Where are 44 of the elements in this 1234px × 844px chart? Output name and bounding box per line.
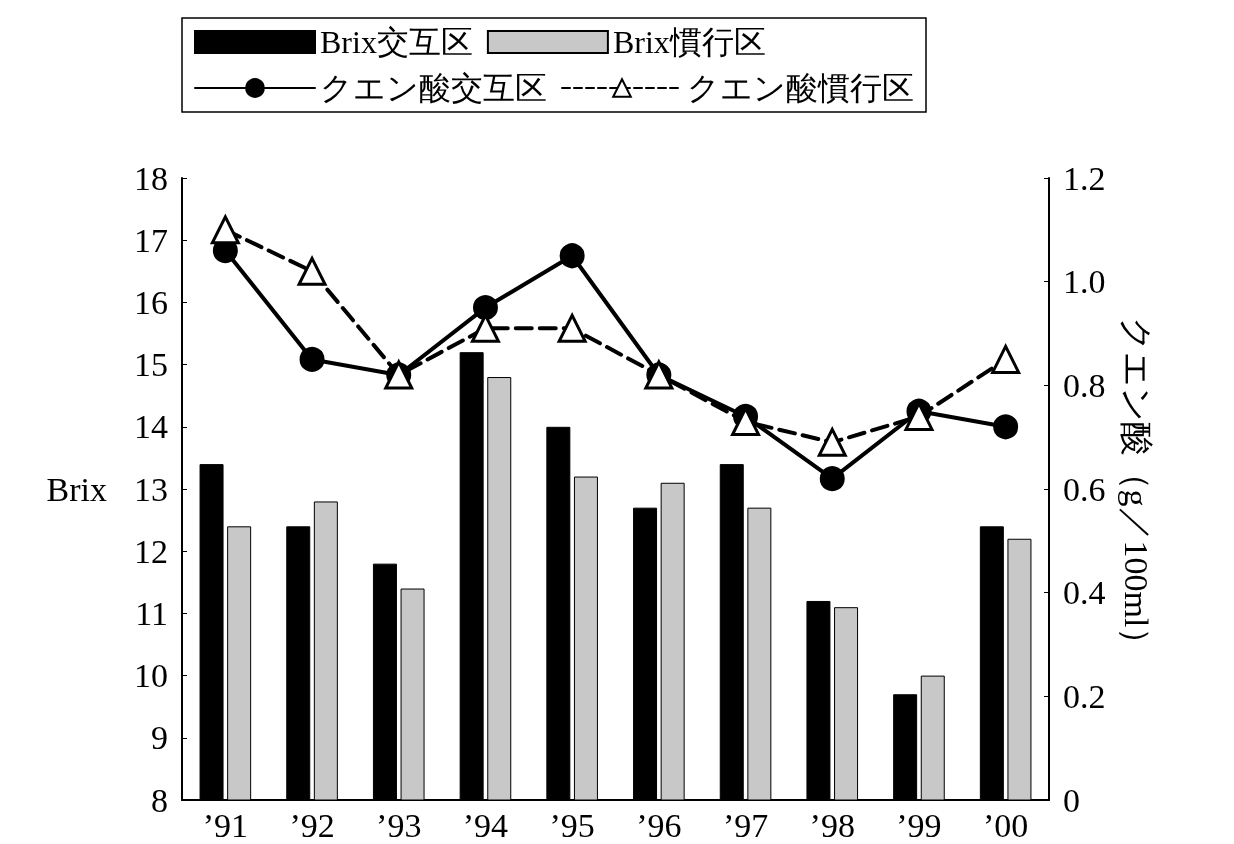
y-tick-label: 11 [135,594,168,632]
x-tick-label: ’98 [809,806,855,844]
point [993,414,1019,440]
point [819,466,845,492]
y-tick-label: 14 [134,408,168,446]
x-tick-label: ’95 [549,806,595,844]
point [817,427,847,457]
x-tick-label: ’00 [982,806,1029,844]
y2-tick-label: 1.2 [1063,159,1106,197]
y-tick-label: 8 [151,781,168,819]
y-tick-label: 15 [134,346,168,384]
legend-label: クエン酸交互区 [320,70,547,106]
y-tick-label: 13 [134,470,168,508]
point [297,256,327,286]
y2-tick-label: 0.6 [1063,470,1106,508]
y-tick-label: 10 [134,657,168,695]
x-tick-label: ’93 [376,806,422,844]
point [991,344,1021,374]
x-tick-label: ’97 [722,806,769,844]
point [210,215,240,245]
y-tick-label: 16 [134,283,168,321]
y2-axis-title: クエン酸（g／100ml） [1117,316,1155,662]
y2-tick-label: 1.0 [1063,263,1106,301]
legend-label: Brix慣行区 [612,24,766,60]
x-tick-label: ’94 [462,806,509,844]
x-tick-label: ’99 [896,806,942,844]
point [557,313,587,343]
legend-label: Brix交互区 [320,24,473,60]
point [299,346,325,372]
x-tick-label: ’91 [202,806,249,844]
x-tick-label: ’96 [636,806,682,844]
x-tick-label: ’92 [289,806,335,844]
y-tick-label: 18 [134,159,168,197]
y-tick-label: 17 [134,221,168,259]
y2-tick-label: 0 [1063,781,1080,819]
y2-tick-label: 0.4 [1063,574,1106,612]
y2-tick-label: 0.8 [1063,366,1106,404]
y2-tick-label: 0.2 [1063,677,1106,715]
point [472,295,498,321]
y-axis-title: Brix [46,470,107,508]
point [559,243,585,269]
y-tick-label: 9 [151,719,168,757]
legend-label: クエン酸慣行区 [687,70,914,106]
y-tick-label: 12 [134,532,168,570]
